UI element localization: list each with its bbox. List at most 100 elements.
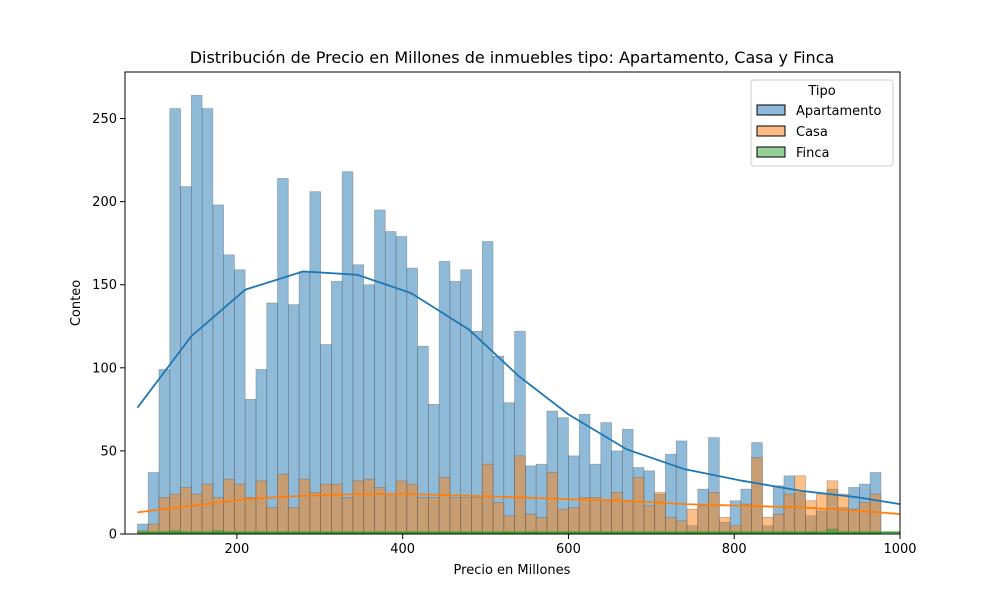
bar-casa-32 bbox=[481, 463, 494, 535]
bar-apartamento-7 bbox=[212, 204, 224, 535]
bar-casa-6 bbox=[201, 483, 214, 535]
y-tick-label-100: 100 bbox=[92, 361, 117, 376]
kde-line-casa bbox=[137, 493, 901, 515]
bar-casa-31 bbox=[471, 497, 483, 535]
bar-casa-64 bbox=[826, 480, 839, 535]
bar-casa-3 bbox=[169, 493, 181, 535]
bar-casa-57 bbox=[751, 457, 763, 535]
bar-apartamento-12 bbox=[266, 302, 278, 535]
legend-swatch-apartamento bbox=[756, 104, 786, 116]
bar-casa-52 bbox=[697, 505, 709, 535]
plot-frame bbox=[124, 71, 901, 535]
bar-casa-10 bbox=[244, 497, 257, 535]
bar-casa-17 bbox=[320, 483, 332, 535]
x-tick-label-1000: 1000 bbox=[883, 542, 916, 557]
kde-line-apartamento bbox=[136, 270, 901, 505]
bar-apartamento-3 bbox=[169, 108, 181, 535]
x-axis: 200 400 600 800 1000 bbox=[224, 534, 917, 557]
bar-casa-65 bbox=[837, 493, 849, 535]
bar-casa-19 bbox=[341, 497, 354, 535]
bar-apartamento-23 bbox=[384, 231, 397, 535]
y-tick-label-150: 150 bbox=[92, 278, 117, 293]
bar-casa-42 bbox=[589, 497, 602, 535]
bar-casa-67 bbox=[859, 502, 871, 535]
bar-casa-4 bbox=[180, 487, 192, 535]
bar-casa-26 bbox=[417, 497, 429, 535]
bar-casa-35 bbox=[514, 455, 526, 535]
bar-apartamento-14 bbox=[287, 304, 300, 535]
bar-casa-66 bbox=[848, 508, 860, 535]
bar-casa-51 bbox=[686, 508, 699, 535]
y-tick-label-0: 0 bbox=[109, 528, 117, 543]
bar-casa-60 bbox=[783, 493, 796, 535]
bar-casa-63 bbox=[815, 493, 828, 535]
bar-casa-9 bbox=[234, 483, 246, 535]
bar-apartamento-50 bbox=[675, 440, 688, 535]
legend: Tipo Apartamento Casa Finca bbox=[750, 79, 894, 167]
bar-casa-40 bbox=[568, 507, 580, 535]
legend-label-apartamento: Apartamento bbox=[796, 104, 882, 119]
bar-apartamento-16 bbox=[309, 191, 321, 535]
y-axis: 0 50 100 150 200 250 bbox=[92, 112, 125, 543]
bar-casa-44 bbox=[611, 492, 623, 535]
bar-casa-8 bbox=[223, 478, 235, 535]
bar-casa-34 bbox=[503, 515, 515, 535]
bar-casa-25 bbox=[406, 483, 418, 535]
x-tick-label-200: 200 bbox=[224, 542, 249, 557]
bar-casa-20 bbox=[352, 480, 365, 535]
x-tick-label-800: 800 bbox=[722, 542, 747, 557]
legend-frame bbox=[750, 79, 894, 167]
bar-casa-11 bbox=[255, 480, 268, 535]
legend-label-casa: Casa bbox=[796, 125, 828, 140]
bar-casa-38 bbox=[546, 472, 559, 535]
kde-curves bbox=[136, 270, 901, 534]
bar-casa-21 bbox=[363, 478, 375, 535]
bar-casa-45 bbox=[621, 500, 634, 535]
x-axis-title: Precio en Millones bbox=[454, 563, 571, 578]
bar-casa-53 bbox=[708, 492, 720, 535]
bar-casa-47 bbox=[643, 505, 656, 535]
y-tick-label-250: 250 bbox=[92, 112, 117, 127]
legend-swatch-finca bbox=[756, 146, 786, 158]
bar-casa-48 bbox=[654, 492, 666, 535]
y-tick-label-200: 200 bbox=[92, 195, 117, 210]
bar-casa-39 bbox=[557, 508, 569, 535]
bar-apartamento-34 bbox=[503, 402, 515, 535]
bar-casa-59 bbox=[772, 513, 785, 535]
bar-casa-43 bbox=[600, 500, 612, 535]
bar-apartamento-5 bbox=[190, 94, 203, 535]
legend-label-finca: Finca bbox=[796, 146, 830, 161]
bar-casa-61 bbox=[794, 475, 806, 535]
x-tick-label-600: 600 bbox=[556, 542, 581, 557]
bar-casa-15 bbox=[298, 478, 311, 535]
x-tick-label-400: 400 bbox=[390, 542, 415, 557]
legend-swatch-casa bbox=[756, 125, 786, 137]
bar-casa-23 bbox=[384, 493, 397, 535]
bar-apartamento-19 bbox=[341, 171, 354, 535]
bar-casa-18 bbox=[331, 483, 343, 535]
bar-casa-29 bbox=[449, 497, 462, 535]
bar-casa-41 bbox=[578, 497, 591, 535]
y-axis-title: Conteo bbox=[69, 280, 84, 326]
bar-casa-28 bbox=[438, 477, 451, 535]
bar-casa-12 bbox=[266, 507, 278, 535]
bar-casa-46 bbox=[632, 477, 645, 535]
bar-casa-14 bbox=[287, 507, 300, 535]
bar-casa-13 bbox=[277, 473, 289, 535]
bar-casa-16 bbox=[309, 492, 321, 535]
bar-casa-62 bbox=[805, 500, 817, 535]
chart-title: Distribución de Precio en Millones de in… bbox=[190, 48, 835, 67]
bar-casa-2 bbox=[158, 497, 171, 535]
bar-apartamento-30 bbox=[460, 269, 472, 535]
bar-casa-27 bbox=[428, 497, 440, 535]
bar-casa-56 bbox=[740, 503, 752, 535]
y-tick-label-50: 50 bbox=[100, 444, 117, 459]
legend-title: Tipo bbox=[807, 84, 835, 99]
bar-apartamento-22 bbox=[374, 209, 386, 535]
bar-apartamento-4 bbox=[180, 186, 192, 535]
bar-casa-5 bbox=[190, 493, 203, 535]
bar-casa-33 bbox=[492, 502, 505, 535]
bar-casa-24 bbox=[395, 480, 408, 535]
bar-casa-30 bbox=[460, 497, 472, 535]
